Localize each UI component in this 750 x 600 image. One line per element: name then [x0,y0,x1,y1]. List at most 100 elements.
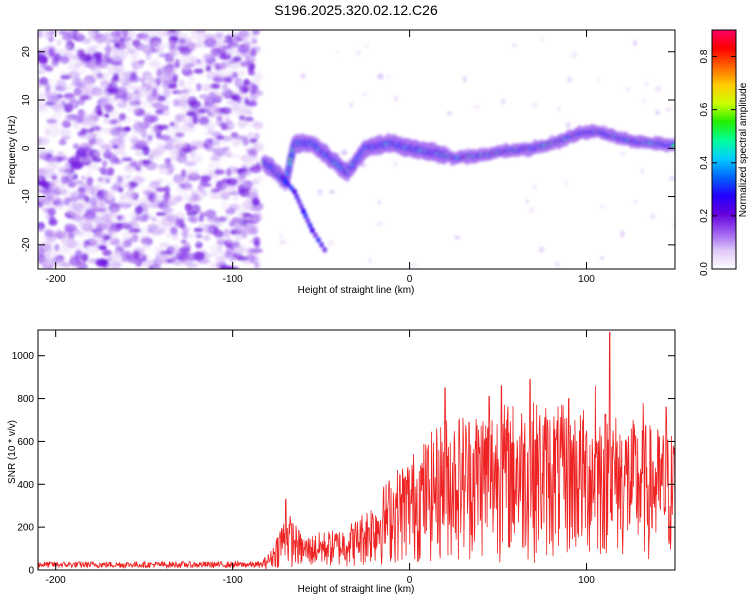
noise-blob [134,150,144,157]
noise-blob [102,222,111,231]
noise-blob [228,46,235,55]
noise-blob [203,106,209,112]
colorbar-tick-label: 0.0 [699,262,710,276]
sparse-noise-blob [669,175,675,181]
noise-blob [249,95,261,100]
noise-blob [102,119,112,124]
noise-blob [242,154,249,162]
spectrogram-frame [37,29,676,270]
noise-blob [249,48,257,57]
noise-blob [43,155,57,163]
noise-blob [215,158,221,166]
noise-blob [71,78,84,87]
noise-blob [145,161,158,171]
noise-blob [220,191,230,200]
branch-blob [294,193,300,200]
noise-blob [133,176,146,183]
noise-blob [38,250,46,257]
noise-blob [166,232,172,239]
noise-blob [252,213,262,221]
noise-blob [184,186,195,191]
noise-blob [221,202,228,210]
colorbar-tick-label: 0.8 [699,49,710,63]
sparse-noise-blob [377,73,384,80]
noise-blob [48,215,56,224]
noise-blob [182,63,194,69]
noise-blob [254,261,260,269]
sparse-noise-blob [473,104,481,110]
noise-blob [73,180,85,186]
noise-blob [188,42,201,49]
noise-blob [59,230,66,238]
noise-blob [82,146,93,157]
noise-blob [220,184,226,191]
noise-blob [246,247,256,255]
branch-blob [289,185,294,192]
noise-blob [162,88,171,98]
noise-blob [167,197,179,205]
noise-blob [73,63,80,70]
noise-blob [54,243,60,252]
noise-blob [77,131,85,137]
noise-blob [45,162,57,172]
noise-blob [203,138,213,148]
noise-blob [149,114,159,123]
noise-blob [178,32,189,40]
noise-blob [162,194,169,203]
noise-blob [181,226,190,233]
noise-blob [246,100,258,107]
figure-title: S196.2025.320.02.12.C26 [274,2,438,18]
branch-blob [296,198,302,205]
noise-blob [72,143,80,149]
noise-blob [135,124,144,133]
sparse-noise-blob [620,151,626,157]
noise-blob [181,259,192,265]
noise-blob [38,193,48,203]
noise-blob [185,252,198,261]
noise-blob [157,124,169,130]
colorbar-strip [712,30,736,269]
noise-blob [53,205,64,211]
spectrogram-xlabel: Height of straight line (km) [298,285,415,296]
noise-blob [157,145,165,156]
noise-blob [93,184,102,192]
noise-blob [178,79,185,87]
sparse-noise-blob [563,179,569,187]
noise-blob [86,128,95,133]
sparse-noise-blob [650,213,655,220]
noise-blob [64,166,70,175]
noise-blob [119,192,126,200]
noise-blob [60,55,70,64]
noise-blob [251,197,260,207]
noise-blob [139,30,153,34]
noise-blob [179,102,189,112]
noise-blob [110,108,118,118]
noise-blob [174,113,188,119]
colorbar-tick-label: 0.6 [699,102,710,116]
spectrogram-xtick-label: -200 [46,274,66,285]
sparse-noise-blob [329,189,336,195]
noise-blob [98,209,108,219]
noise-blob [74,229,85,238]
noise-blob [103,170,112,177]
noise-blob [48,95,61,104]
sparse-noise-blob [556,107,562,112]
noise-blob [232,141,245,146]
noise-blob [215,40,223,50]
noise-blob [75,201,87,210]
spectrogram-ytick-label: -10 [21,189,32,204]
sparse-noise-blob [567,76,573,83]
noise-blob [165,41,177,51]
noise-blob [116,175,124,184]
noise-blob [108,82,118,91]
noise-blob [216,135,225,140]
sparse-noise-blob [654,109,660,116]
noise-blob [84,196,90,203]
noise-blob [116,47,125,54]
noise-blob [38,137,50,146]
noise-blob [102,150,111,157]
noise-blob [101,101,113,111]
noise-blob [116,129,128,138]
noise-blob [97,176,108,184]
noise-blob [72,173,78,180]
